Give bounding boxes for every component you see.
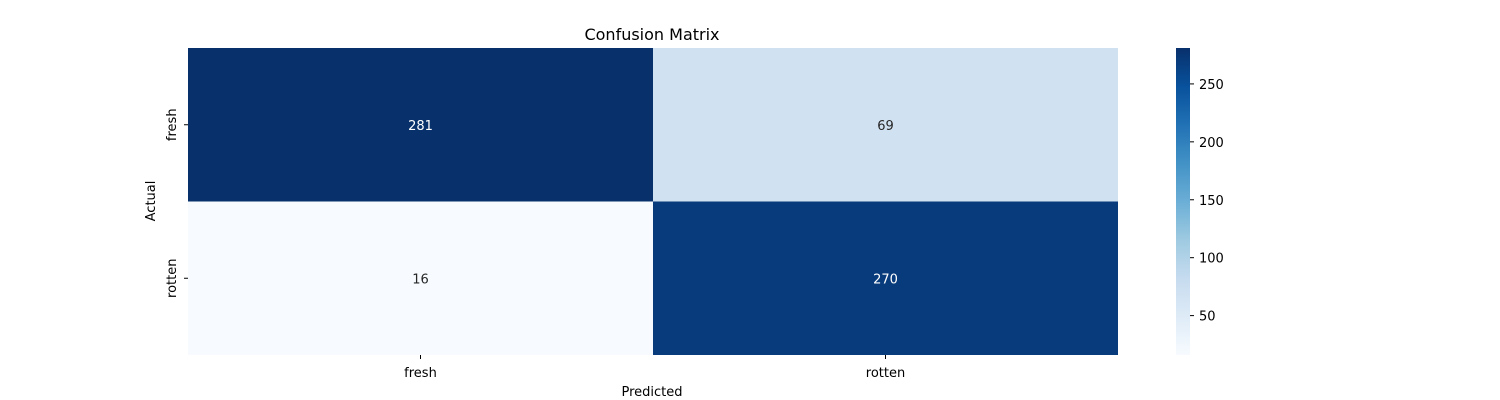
colorbar (1176, 48, 1190, 355)
chart-title: Confusion Matrix (584, 25, 719, 44)
colorbar-tick-label-200: 200 (1199, 136, 1224, 151)
colorbar-tick-label-150: 150 (1199, 194, 1224, 209)
colorbar-tick-label-250: 250 (1199, 78, 1224, 93)
colorbar-ticks: 50 100 150 200 250 (1190, 78, 1224, 325)
colorbar-tick-label-50: 50 (1199, 310, 1216, 325)
x-tick-label-fresh: fresh (404, 366, 437, 381)
x-tick-label-rotten: rotten (866, 366, 905, 381)
x-axis-label: Predicted (621, 385, 682, 400)
y-axis-ticks: fresh rotten (165, 108, 188, 298)
heatmap-cell-rotten-rotten (653, 201, 1118, 355)
cell-value-rotten-fresh: 16 (412, 272, 429, 287)
heatmap-cell-fresh-rotten (653, 48, 1118, 202)
x-axis-ticks: fresh rotten (404, 355, 905, 381)
y-tick-label-fresh: fresh (165, 108, 180, 141)
cell-value-fresh-fresh: 281 (408, 119, 433, 134)
heatmap-cell-labels: 281 69 16 270 (408, 119, 898, 288)
y-tick-label-rotten: rotten (165, 259, 180, 298)
y-axis-label: Actual (144, 181, 159, 222)
cell-value-rotten-rotten: 270 (873, 272, 898, 287)
heatmap-cells (188, 48, 1118, 355)
heatmap-cell-rotten-fresh (188, 201, 653, 355)
colorbar-tick-label-100: 100 (1199, 252, 1224, 267)
cell-value-fresh-rotten: 69 (877, 119, 894, 134)
heatmap-cell-fresh-fresh (188, 48, 653, 202)
